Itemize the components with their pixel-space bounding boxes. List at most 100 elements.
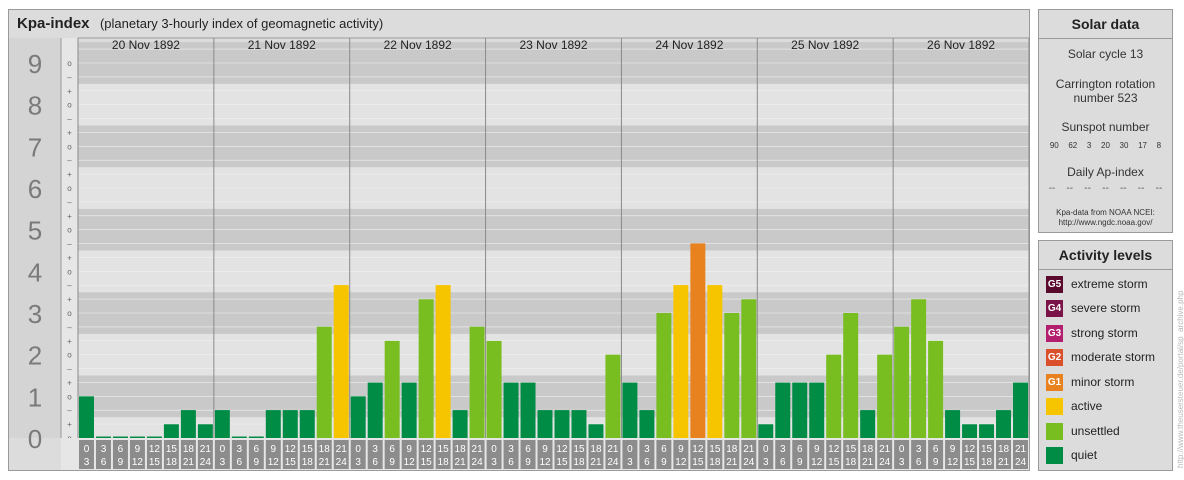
- source-link[interactable]: http://www.ngdc.noaa.gov/: [1058, 218, 1153, 227]
- sunspot-value: 62: [1068, 141, 1078, 150]
- interval-cell: [469, 440, 485, 469]
- interval-cell: [265, 440, 281, 469]
- kp-bar: [299, 410, 315, 438]
- sunspot-value: 90: [1049, 141, 1059, 150]
- day-label: 26 Nov 1892: [927, 38, 995, 52]
- y-tick-label: 2: [28, 341, 42, 371]
- interval-cell: [435, 440, 451, 469]
- interval-start-label: 18: [590, 444, 602, 455]
- ap-index-values: -- -- -- -- -- -- --: [1043, 183, 1168, 194]
- interval-cell: [112, 440, 128, 469]
- kp-bar: [537, 410, 553, 438]
- kp-bar: [350, 396, 366, 438]
- ap-index-label: Daily Ap-index: [1067, 165, 1144, 179]
- interval-start-label: 21: [336, 444, 348, 455]
- interval-start-label: 6: [797, 444, 803, 455]
- interval-cell: [826, 440, 842, 469]
- y-subtick-label: o: [67, 142, 72, 151]
- y-subtick-label: –: [67, 406, 72, 415]
- interval-end-label: 24: [200, 457, 212, 468]
- interval-end-label: 3: [763, 457, 769, 468]
- interval-cell: [316, 440, 332, 469]
- kp-bar: [690, 243, 706, 438]
- ap-value: --: [1084, 183, 1091, 194]
- y-subtick-label: +: [67, 253, 72, 262]
- interval-start-label: 21: [200, 444, 212, 455]
- y-subtick-label: –: [67, 156, 72, 165]
- interval-cell: [809, 440, 825, 469]
- interval-cell: [231, 440, 247, 469]
- level-quiet: quiet: [1046, 445, 1097, 465]
- interval-cell: [571, 440, 587, 469]
- carrington-line-2: number 523: [1073, 91, 1138, 105]
- level-active: active: [1046, 396, 1102, 416]
- interval-cell: [452, 440, 468, 469]
- interval-end-label: 9: [933, 457, 939, 468]
- kp-bar: [724, 313, 740, 438]
- interval-end-label: 21: [998, 457, 1010, 468]
- interval-cell: [622, 440, 638, 469]
- y-tick-label: 0: [28, 424, 42, 454]
- y-subtick-label: +: [67, 378, 72, 387]
- interval-end-label: 3: [355, 457, 361, 468]
- ap-value: --: [1155, 183, 1163, 194]
- interval-start-label: 12: [421, 444, 433, 455]
- level-extreme-storm: G5 extreme storm: [1046, 274, 1148, 294]
- sunspot-value: 20: [1101, 141, 1110, 150]
- interval-start-label: 3: [508, 444, 514, 455]
- y-subtick-label: –: [67, 281, 72, 290]
- kp-bar: [248, 436, 264, 438]
- kpa-bar-chart: 0123456789o+o+–o+–o+–o+–o+–o+–o+–o+–o–20…: [27, 37, 1030, 469]
- y-tick-label: 1: [28, 382, 42, 412]
- interval-end-label: 21: [319, 457, 331, 468]
- interval-cell: [248, 440, 264, 469]
- interval-end-label: 6: [237, 457, 243, 468]
- interval-start-label: 0: [627, 444, 633, 455]
- y-subtick-label: –: [67, 73, 72, 82]
- interval-start-label: 12: [964, 444, 976, 455]
- interval-start-label: 9: [542, 444, 548, 455]
- kp-bar: [673, 285, 689, 438]
- interval-cell: [537, 440, 553, 469]
- interval-end-label: 3: [491, 457, 497, 468]
- solar-data-heading: Solar data: [1039, 10, 1172, 39]
- interval-cell: [333, 440, 349, 469]
- interval-start-label: 15: [845, 444, 857, 455]
- interval-cell: [588, 440, 604, 469]
- y-subtick-label: +: [67, 295, 72, 304]
- level-unsettled: unsettled: [1046, 421, 1120, 441]
- y-tick-label: 4: [28, 257, 42, 287]
- interval-cell: [384, 440, 400, 469]
- y-subtick-label: +: [67, 420, 72, 429]
- interval-start-label: 18: [726, 444, 738, 455]
- interval-end-label: 15: [692, 457, 704, 468]
- y-subtick-label: –: [67, 115, 72, 124]
- y-subtick-label: +: [67, 128, 72, 137]
- interval-cell: [95, 440, 111, 469]
- credit-link[interactable]: http://www.theusersteuer.de/portal/sp_ar…: [1176, 290, 1184, 468]
- interval-cell: [911, 440, 927, 469]
- interval-cell: [554, 440, 570, 469]
- chart-subtitle: (planetary 3-hourly index of geomagnetic…: [99, 16, 384, 31]
- kp-bar: [503, 382, 519, 438]
- interval-start-label: 9: [950, 444, 956, 455]
- interval-start-label: 15: [573, 444, 585, 455]
- ap-value: --: [1102, 183, 1109, 194]
- interval-start-label: 6: [525, 444, 531, 455]
- interval-cell: [945, 440, 961, 469]
- interval-start-label: 0: [355, 444, 361, 455]
- y-tick-label: 8: [28, 91, 42, 121]
- ap-value: --: [1119, 183, 1127, 194]
- interval-cell: [299, 440, 315, 469]
- level-swatch: G1: [1046, 373, 1063, 391]
- interval-end-label: 12: [811, 457, 823, 468]
- solar-data-panel: Solar data Solar cycle 13 Carrington rot…: [1038, 9, 1173, 233]
- kp-bar: [282, 410, 298, 438]
- interval-end-label: 9: [118, 457, 124, 468]
- interval-cell: [758, 440, 774, 469]
- interval-end-label: 18: [302, 457, 314, 468]
- level-swatch: [1046, 397, 1063, 415]
- kp-bar: [129, 436, 145, 438]
- kp-band: [78, 417, 1029, 438]
- ap-value: --: [1048, 183, 1056, 194]
